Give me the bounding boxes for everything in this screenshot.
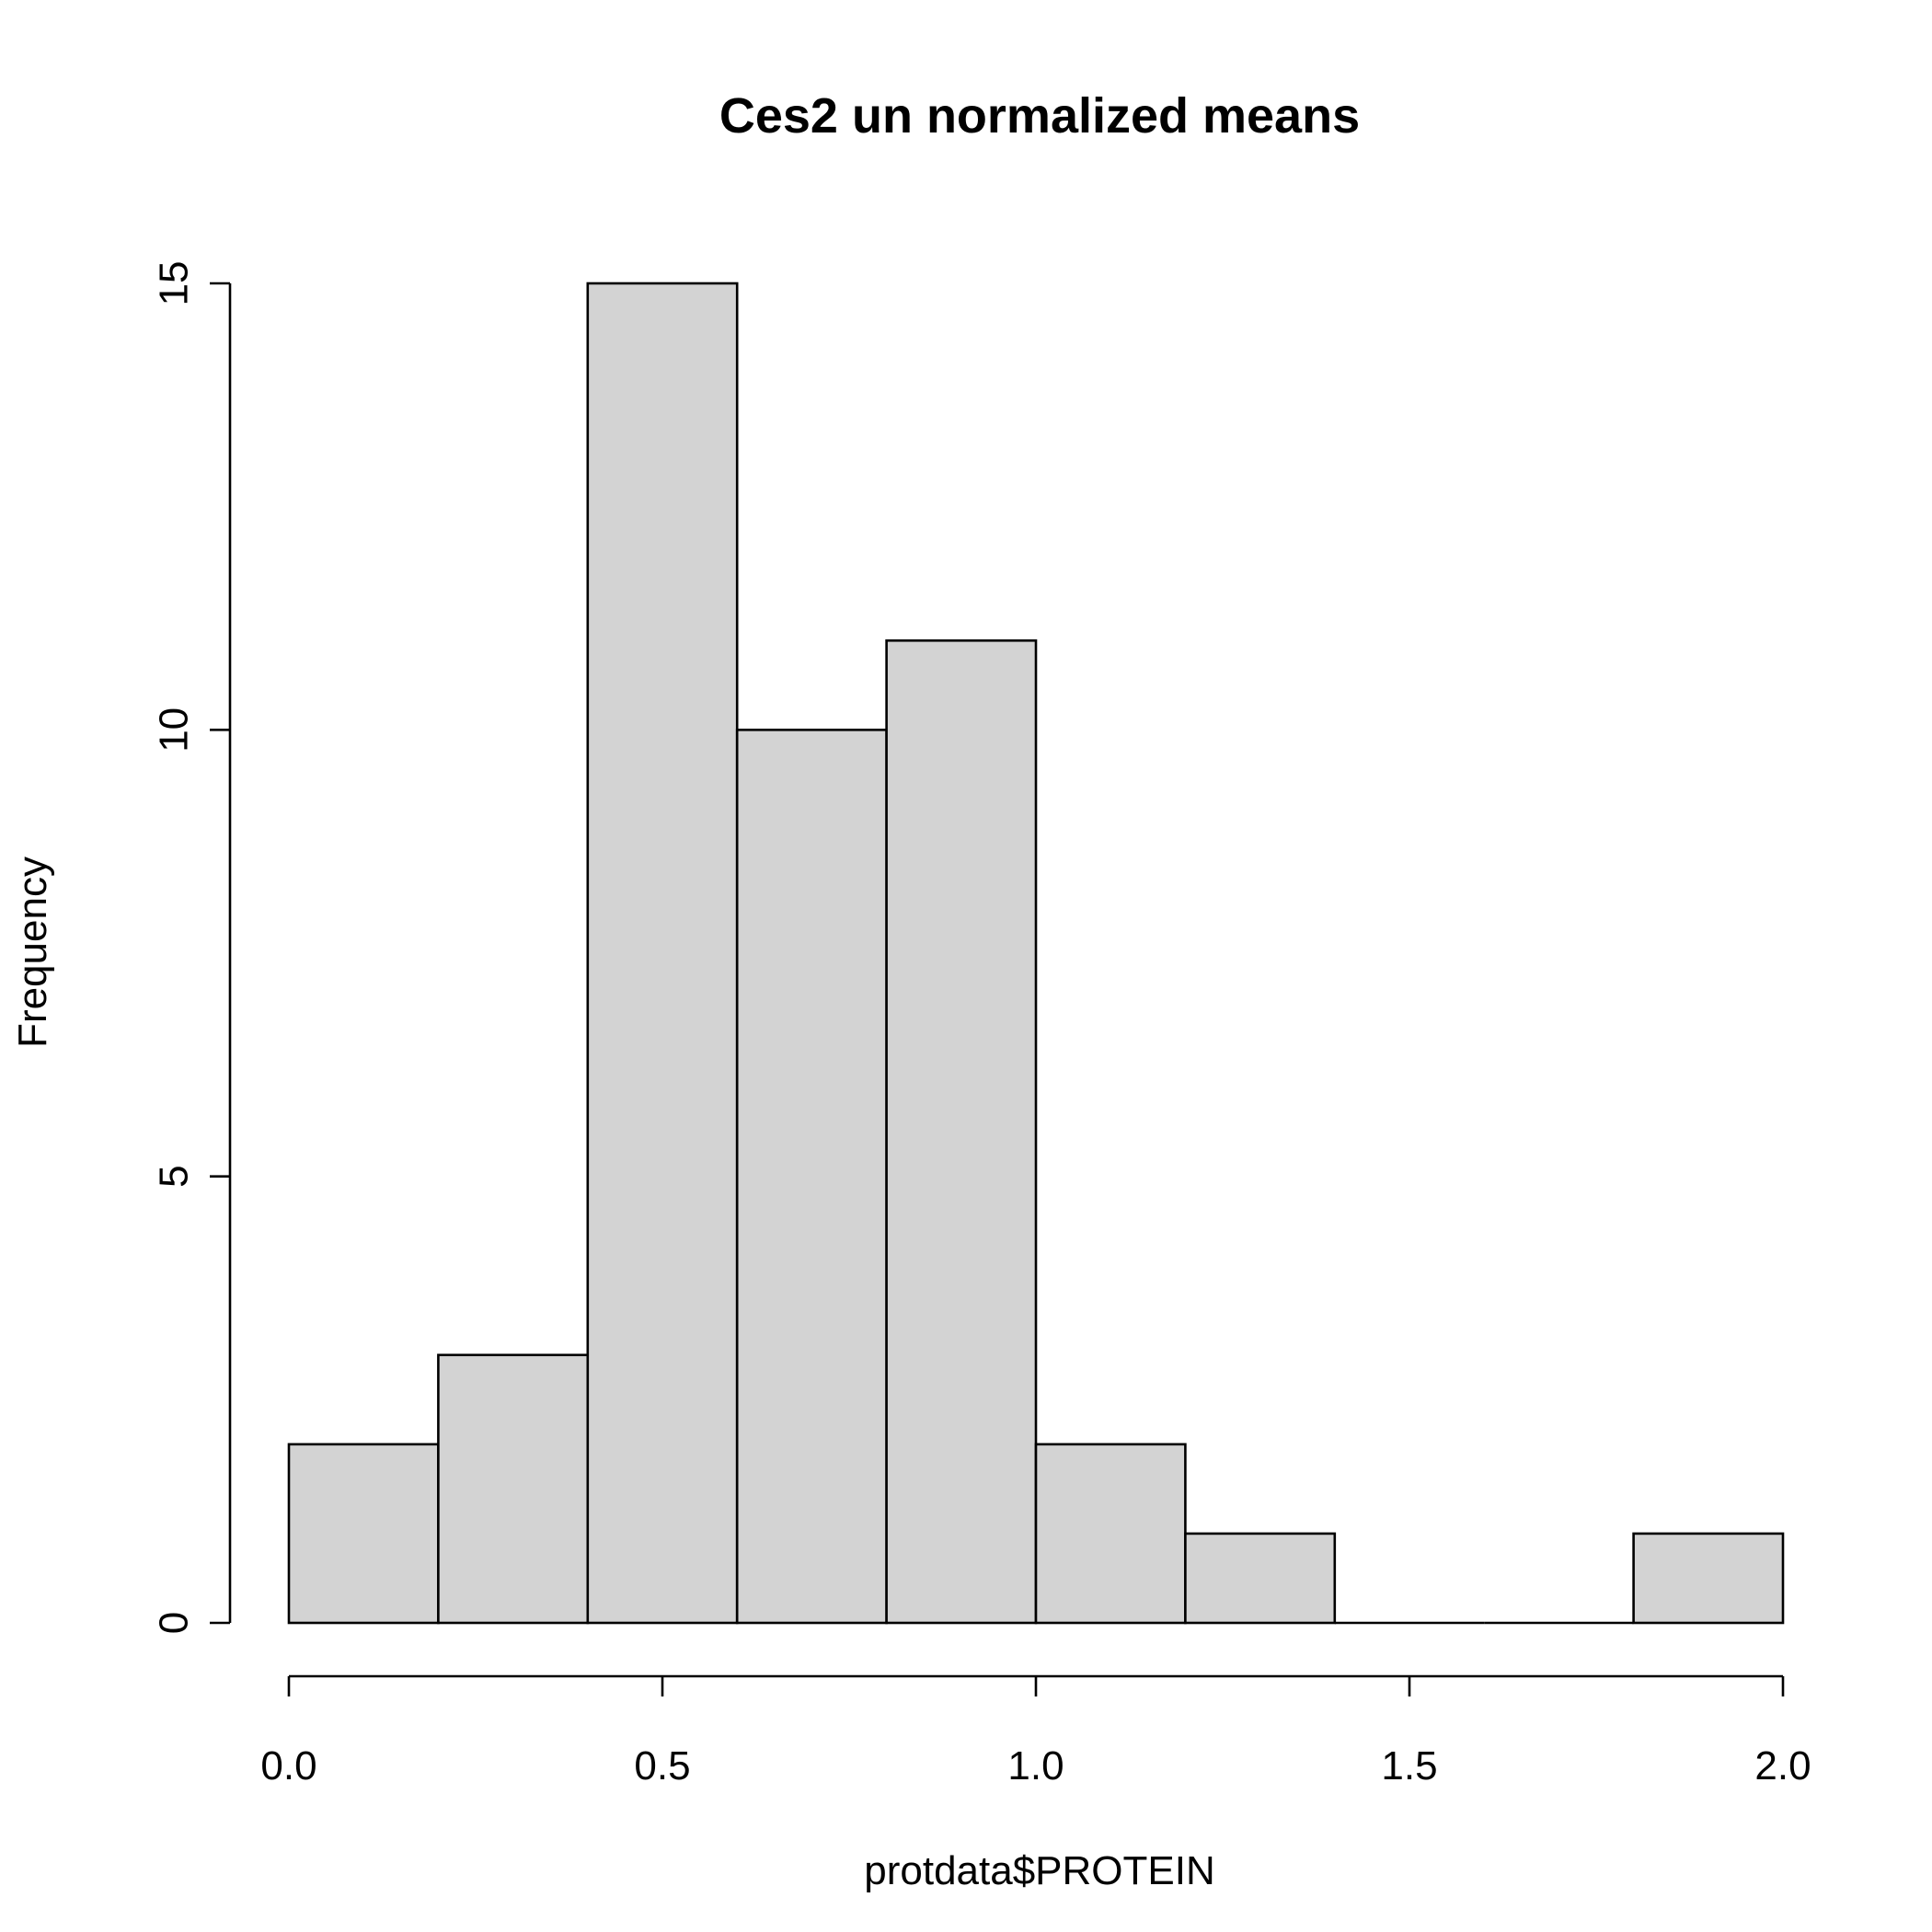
y-tick-label: 10 [151,707,196,753]
x-tick-label: 1.0 [1007,1743,1064,1788]
histogram-bar [1184,1532,1337,1625]
x-tick-label: 1.5 [1381,1743,1437,1788]
y-tick-label: 5 [151,1165,196,1187]
x-axis-label: protdata$PROTEIN [864,1848,1215,1893]
y-tick-label: 15 [151,261,196,306]
x-tick-label: 0.5 [634,1743,690,1788]
histogram-bar [735,729,888,1625]
x-axis: 0.0 0.5 1.0 1.5 2.0 [260,1674,1811,1788]
histogram-bar [1632,1532,1785,1625]
x-tick-label: 2.0 [1754,1743,1811,1788]
y-tick-label: 0 [151,1612,196,1634]
histogram-bar [287,1443,440,1625]
x-tick-label: 0.0 [260,1743,316,1788]
histogram-bar [586,282,739,1625]
y-axis: 0 5 10 15 [151,261,232,1634]
histogram-bar [1034,1443,1187,1625]
bars-group [287,282,1785,1625]
chart-title: Ces2 un normalized means [719,88,1360,144]
histogram-bar [885,638,1038,1625]
y-axis-label: Frequency [10,857,55,1048]
histogram-bar [437,1353,590,1625]
